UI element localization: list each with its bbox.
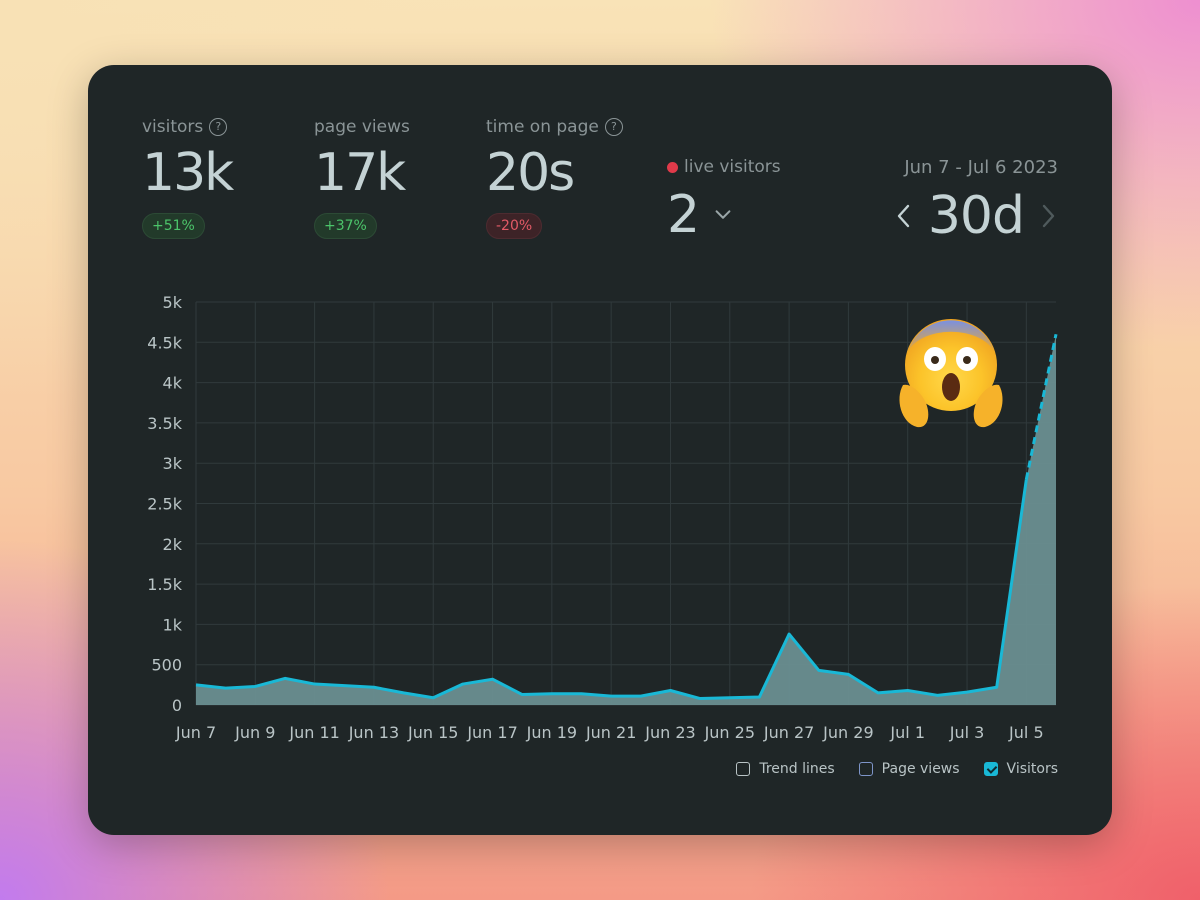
y-tick-label: 2k [163,535,183,554]
y-tick-label: 2.5k [147,495,182,514]
visitors-line-partial [1024,333,1058,480]
live-visitors-value: 2 [667,185,701,245]
y-tick-label: 3k [163,454,183,473]
x-tick-label: Jun 19 [526,723,577,742]
range-period[interactable]: 30d [927,186,1025,246]
y-tick-label: 5k [163,293,183,312]
x-tick-label: Jul 5 [1008,723,1044,742]
time-on-page-value: 20s [486,143,575,203]
y-tick-label: 0 [172,696,182,715]
visitors-metric[interactable]: visitors ? 13k +51% [142,117,234,239]
live-visitors-metric[interactable]: live visitors 2 [667,157,781,241]
legend-label: Page views [881,761,960,777]
question-circle-icon[interactable]: ? [209,118,228,136]
checkbox-visitors[interactable] [983,762,998,776]
visitors-label: visitors [142,117,204,137]
chevron-down-icon[interactable] [712,204,734,226]
visitors-chart: 0 500 1k 1.5k 2k 2.5k 3k 3.5k 4k 4.5k 5k Jun 7 Jun 9… [147,293,1058,742]
x-tick-label: Jun 11 [288,723,339,742]
x-tick-label: Jun 23 [644,723,695,742]
time-on-page-metric[interactable]: time on page ? 20s -20% [486,117,623,239]
x-tick-label: Jul 3 [949,723,985,742]
y-tick-label: 1k [163,615,183,634]
x-tick-label: Jun 15 [407,723,458,742]
x-tick-label: Jun 21 [585,723,636,742]
legend-visitors[interactable]: Visitors [983,761,1058,777]
date-range-selector: Jun 7 - Jul 6 2023 30d [894,157,1058,242]
y-tick-label: 4k [163,374,183,393]
visitors-value: 13k [142,143,234,203]
time-on-page-change-badge: -20% [486,213,543,239]
legend-label: Visitors [1006,761,1058,777]
visitors-change-badge: +51% [142,213,205,239]
legend-page-views[interactable]: Page views [858,761,960,777]
x-tick-label: Jun 25 [704,723,755,742]
date-range-text: Jun 7 - Jul 6 2023 [904,157,1058,178]
question-circle-icon[interactable]: ? [604,118,623,136]
page-views-change-badge: +37% [314,213,377,239]
page-views-value: 17k [314,143,406,203]
legend-trend-lines[interactable]: Trend lines [736,761,835,777]
screaming-in-fear-emoji [899,319,1003,428]
chevron-left-icon[interactable] [894,202,914,230]
checkbox-trend-lines[interactable] [736,762,751,776]
analytics-card: visitors ? 13k +51% page views 17k +37% … [88,65,1112,835]
chart-legend: Trend lines Page views Visitors [736,761,1058,777]
y-tick-label: 500 [151,656,182,675]
page-views-metric[interactable]: page views 17k +37% [314,117,410,239]
x-tick-label: Jun 7 [175,723,216,742]
x-tick-label: Jul 1 [889,723,925,742]
x-tick-label: Jun 9 [234,723,275,742]
y-tick-label: 1.5k [147,575,182,594]
x-tick-label: Jun 17 [466,723,517,742]
x-tick-label: Jun 29 [822,723,873,742]
chevron-right-icon[interactable] [1038,202,1058,230]
time-on-page-label: time on page [486,117,599,137]
live-visitors-label: live visitors [684,157,781,177]
legend-label: Trend lines [759,761,835,777]
y-tick-label: 4.5k [147,333,182,352]
x-tick-label: Jun 13 [348,723,399,742]
y-tick-label: 3.5k [147,414,182,433]
x-tick-label: Jun 27 [763,723,814,742]
page-views-label: page views [314,117,410,137]
red-dot-icon [667,161,678,173]
checkbox-page-views[interactable] [858,762,873,776]
